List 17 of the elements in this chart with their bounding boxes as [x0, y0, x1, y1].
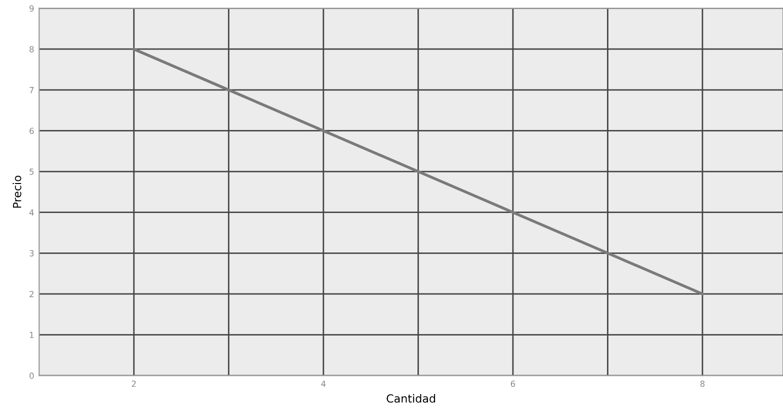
y-tick-label: 1	[30, 332, 34, 338]
y-tick-label: 6	[30, 128, 34, 134]
x-axis-title: Cantidad	[386, 394, 436, 403]
x-tick-label: 2	[132, 380, 136, 387]
x-tick-label: 6	[510, 380, 516, 387]
y-axis-title: Precio	[12, 176, 22, 208]
y-tick-label: 9	[30, 5, 34, 12]
y-tick-label: 2	[30, 290, 34, 298]
y-tick-label: 8	[30, 46, 34, 52]
y-tick-label: 0	[30, 372, 34, 379]
y-tick-label: 5	[30, 168, 34, 175]
x-tick-label: 8	[700, 380, 705, 387]
y-tick-label: 7	[30, 87, 34, 94]
y-tick-label: 4	[29, 209, 34, 216]
y-tick-label: 3	[30, 250, 34, 256]
x-tick-label: 4	[321, 380, 326, 387]
line-series	[132, 48, 704, 296]
